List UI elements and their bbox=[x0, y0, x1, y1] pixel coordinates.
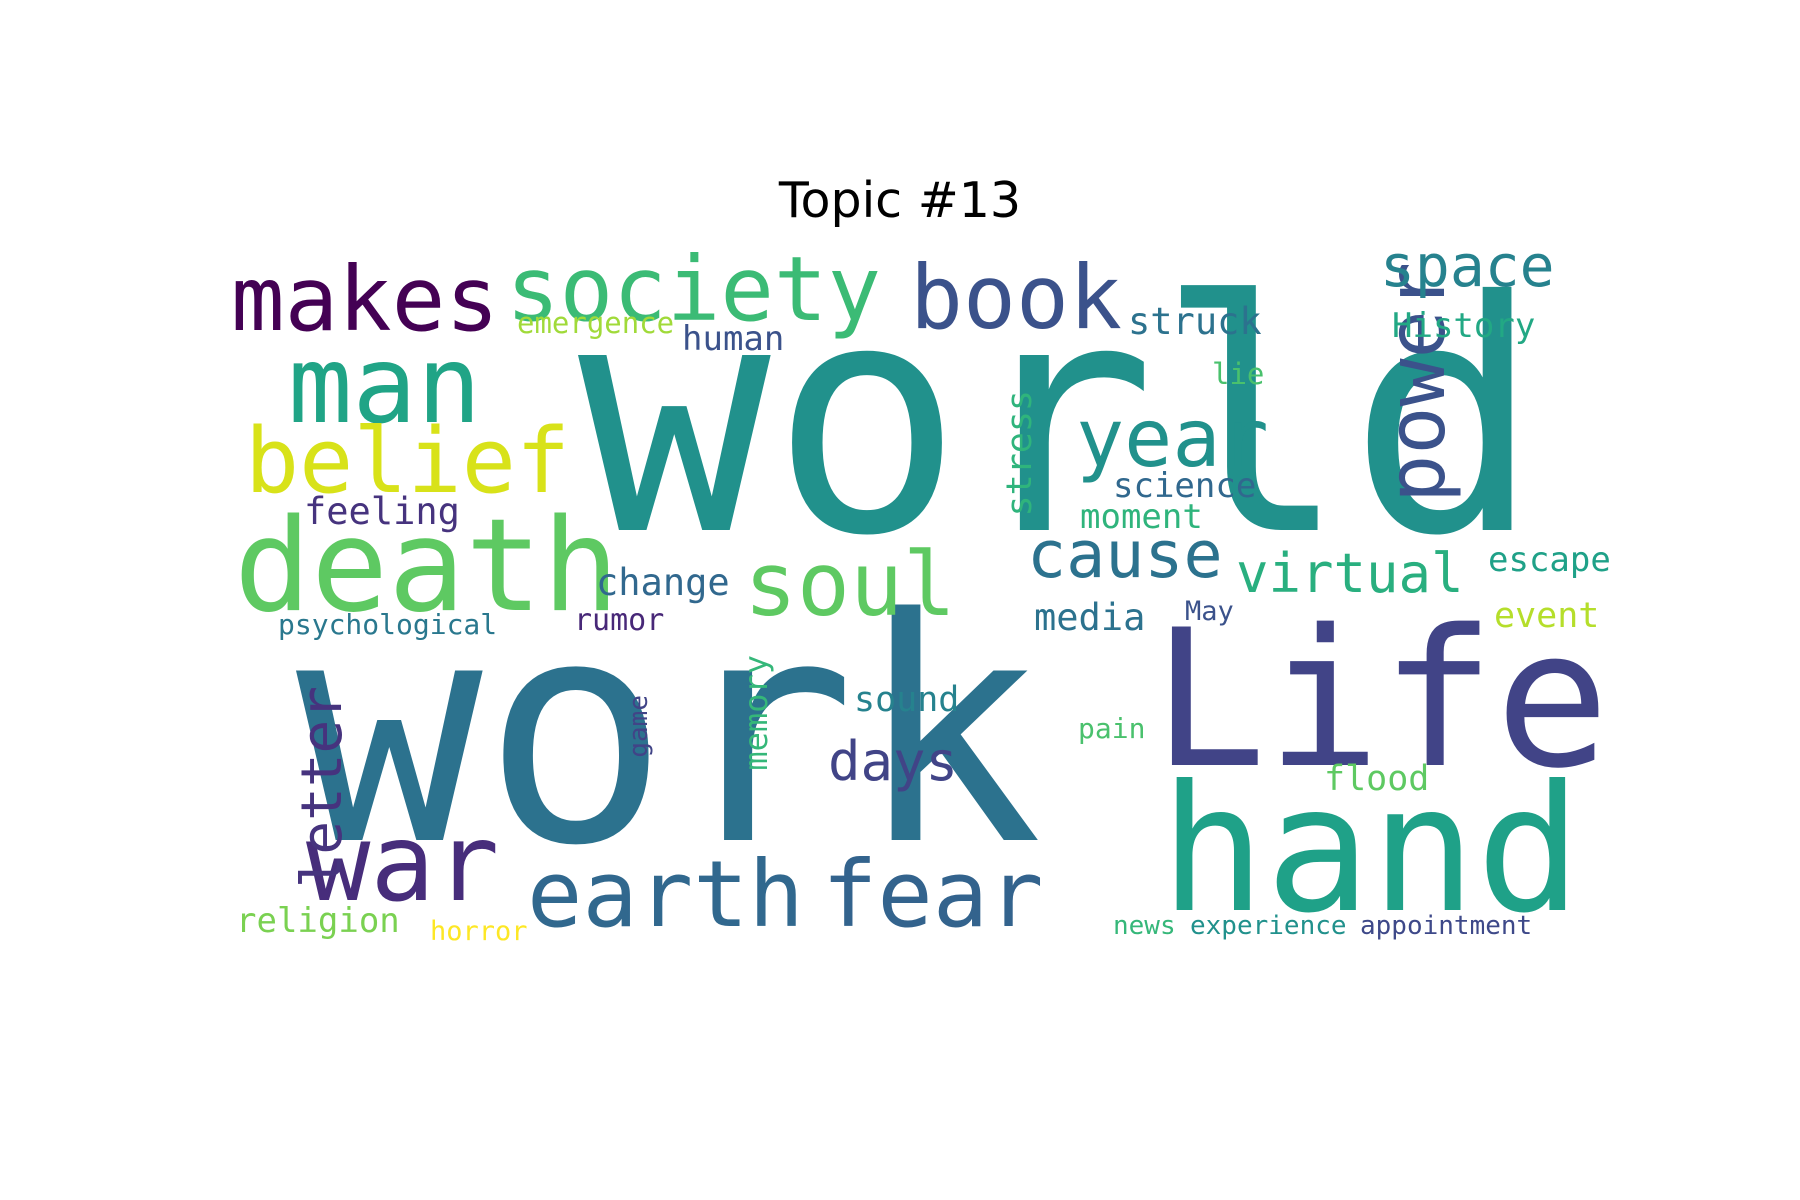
word-days: days bbox=[828, 730, 958, 793]
word-horror: horror bbox=[430, 916, 528, 947]
word-history: History bbox=[1392, 306, 1535, 346]
page-title: Topic #13 bbox=[778, 172, 1022, 229]
word-may: May bbox=[1185, 596, 1234, 627]
word-memory: memory bbox=[737, 655, 775, 771]
word-moment: moment bbox=[1080, 497, 1203, 537]
word-feeling: feeling bbox=[304, 490, 460, 533]
word-escape: escape bbox=[1488, 540, 1611, 580]
word-man: man bbox=[288, 324, 481, 448]
word-change: change bbox=[596, 561, 730, 604]
word-rumor: rumor bbox=[574, 603, 664, 638]
word-society: society bbox=[506, 237, 881, 341]
word-earth: earth bbox=[527, 841, 804, 948]
word-work: work bbox=[296, 553, 1043, 914]
word-war: war bbox=[306, 802, 499, 926]
word-event: event bbox=[1494, 596, 1599, 636]
word-emergence: emergence bbox=[517, 306, 674, 340]
word-life: Life bbox=[1152, 589, 1610, 810]
word-world: world bbox=[578, 234, 1541, 606]
word-letter: letter bbox=[290, 686, 355, 888]
word-virtual: virtual bbox=[1236, 542, 1464, 605]
word-hand: hand bbox=[1160, 749, 1581, 952]
word-pain: pain bbox=[1078, 712, 1145, 745]
word-media: media bbox=[1034, 596, 1145, 639]
word-space: space bbox=[1380, 232, 1555, 300]
word-cause: cause bbox=[1027, 518, 1223, 593]
word-year: year bbox=[1076, 392, 1269, 485]
word-religion: religion bbox=[236, 901, 400, 941]
word-fear: fear bbox=[822, 841, 1044, 948]
word-death: death bbox=[234, 492, 619, 641]
word-stress: stress bbox=[1000, 390, 1040, 516]
word-experience: experience bbox=[1190, 911, 1347, 941]
word-human: human bbox=[682, 319, 784, 359]
word-sound: sound bbox=[854, 680, 959, 720]
word-appointment: appointment bbox=[1360, 911, 1532, 941]
word-book: book bbox=[910, 246, 1122, 349]
word-struck: struck bbox=[1128, 300, 1262, 343]
word-news: news bbox=[1113, 911, 1176, 941]
word-psychological: psychological bbox=[278, 608, 497, 641]
word-makes: makes bbox=[231, 247, 499, 351]
word-power: power bbox=[1370, 262, 1463, 503]
word-game: game bbox=[624, 695, 654, 758]
word-science: science bbox=[1113, 466, 1256, 506]
word-lie: lie bbox=[1212, 357, 1264, 391]
word-flood: flood bbox=[1324, 759, 1429, 799]
word-belief: belief bbox=[245, 409, 570, 514]
word-soul: soul bbox=[744, 533, 956, 636]
